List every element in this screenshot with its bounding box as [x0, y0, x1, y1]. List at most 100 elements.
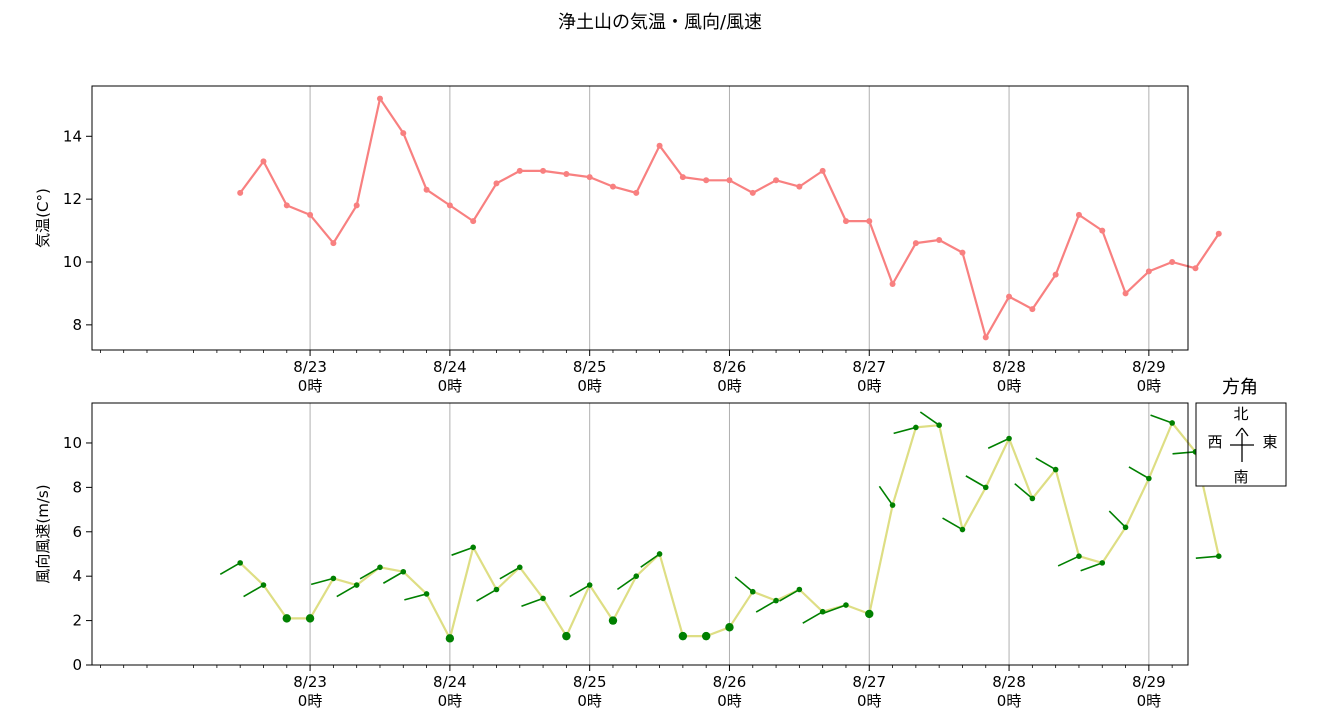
temperature-point	[540, 167, 547, 174]
wind-y-axis-label: 風向風速(m/s)	[34, 484, 52, 583]
temperature-point	[353, 202, 360, 209]
wind-direction-barb	[942, 517, 963, 531]
wind-direction-barb	[336, 584, 358, 598]
temperature-point	[446, 202, 453, 209]
temperature-point	[936, 237, 943, 243]
temperature-point	[703, 177, 710, 184]
wind-calm-point	[305, 614, 315, 623]
wind-point	[330, 575, 337, 582]
temperature-y-axis-label: 気温(C°)	[34, 188, 52, 248]
temperature-point	[656, 142, 663, 149]
wind-x-tick-label: 8/26	[713, 673, 747, 691]
temperature-point	[866, 218, 873, 225]
wind-point	[1076, 553, 1082, 560]
temperature-x-tick-label: 8/24	[433, 358, 467, 376]
wind-direction-barb	[640, 553, 661, 568]
wind-direction-barb	[1128, 466, 1150, 480]
wind-calm-point	[725, 623, 734, 632]
temperature-point	[842, 218, 849, 225]
temperature-point	[633, 189, 640, 196]
temperature-point	[1006, 293, 1013, 300]
temperature-point	[423, 186, 430, 193]
chart-title: 浄土山の気温・風向/風速	[558, 12, 762, 33]
wind-calm-point	[701, 631, 711, 641]
wind-direction-barb	[1150, 414, 1173, 424]
wind-y-tick-label: 8	[72, 478, 82, 496]
wind-direction-barb	[802, 611, 824, 624]
compass-legend: 方角 北 南 西 東	[1195, 377, 1287, 487]
wind-point	[843, 602, 849, 608]
wind-panel: 8/230時8/240時8/250時8/260時8/270時8/280時8/29…	[34, 402, 1222, 710]
temperature-x-tick-sublabel: 0時	[857, 377, 882, 395]
wind-point	[1099, 560, 1106, 566]
wind-x-tick-label: 8/29	[1132, 673, 1166, 691]
temperature-point	[796, 183, 803, 190]
temperature-x-tick-sublabel: 0時	[997, 377, 1022, 395]
wind-calm-point	[445, 634, 455, 643]
temperature-x-tick-label: 8/25	[573, 358, 607, 376]
wind-point	[889, 502, 896, 508]
temperature-point	[283, 202, 290, 209]
temperature-x-tick-sublabel: 0時	[1137, 377, 1162, 395]
temperature-panel: 8/230時8/240時8/250時8/260時8/270時8/280時8/29…	[34, 85, 1222, 395]
wind-direction-barb	[1108, 510, 1127, 528]
temperature-point	[376, 95, 383, 102]
temperature-point	[260, 158, 267, 165]
compass-west-label: 西	[1207, 433, 1222, 451]
temperature-point	[237, 189, 244, 196]
wind-point	[749, 588, 756, 595]
temperature-point	[516, 167, 523, 174]
wind-point	[982, 484, 989, 491]
wind-direction-barb	[219, 562, 241, 576]
wind-direction-barb	[1195, 555, 1219, 560]
wind-point	[516, 564, 523, 571]
wind-point	[586, 582, 593, 588]
wind-point	[1169, 420, 1175, 426]
wind-direction-barb	[382, 571, 404, 584]
wind-direction-barb	[476, 588, 497, 602]
temperature-point	[1029, 306, 1036, 313]
temperature-point	[1215, 230, 1222, 237]
temperature-point	[493, 180, 500, 187]
temperature-x-tick-label: 8/26	[713, 358, 747, 376]
temperature-x-tick-sublabel: 0時	[717, 377, 742, 395]
temperature-point	[912, 240, 919, 247]
wind-point	[1029, 495, 1036, 502]
wind-point	[377, 564, 383, 571]
wind-direction-barb	[521, 597, 544, 608]
wind-direction-barb	[1057, 555, 1080, 567]
wind-x-tick-label: 8/27	[852, 673, 886, 691]
wind-x-tick-label: 8/28	[992, 673, 1026, 691]
temperature-point	[586, 174, 593, 181]
temperature-point	[726, 177, 733, 184]
wind-direction-barb	[569, 584, 591, 598]
wind-point	[913, 424, 919, 431]
temperature-plot-frame	[91, 85, 1189, 351]
compass-title: 方角	[1222, 377, 1258, 398]
wind-x-tick-sublabel: 0時	[438, 692, 463, 710]
temperature-x-tick-label: 8/29	[1132, 358, 1166, 376]
wind-direction-barb	[878, 485, 894, 506]
compass-east-label: 東	[1262, 433, 1277, 451]
temperature-point	[563, 171, 570, 177]
wind-direction-barb	[893, 426, 917, 435]
wind-direction-barb	[1014, 483, 1033, 500]
wind-direction-barb	[404, 593, 427, 601]
temperature-point	[1122, 290, 1129, 297]
temperature-x-tick-sublabel: 0時	[577, 377, 602, 395]
temperature-x-tick-label: 8/23	[293, 358, 327, 376]
wind-point	[493, 586, 500, 593]
temperature-point	[889, 281, 896, 287]
temperature-point	[307, 211, 314, 218]
temperature-x-tick-label: 8/28	[992, 358, 1026, 376]
wind-point	[819, 608, 826, 615]
wind-point	[796, 586, 803, 593]
wind-direction-barb	[987, 437, 1010, 449]
wind-point	[1052, 466, 1059, 473]
wind-point	[470, 544, 476, 551]
wind-plot-frame	[91, 402, 1189, 666]
wind-direction-barb	[451, 546, 474, 556]
temperature-point	[1169, 259, 1176, 265]
temperature-point	[679, 174, 686, 181]
